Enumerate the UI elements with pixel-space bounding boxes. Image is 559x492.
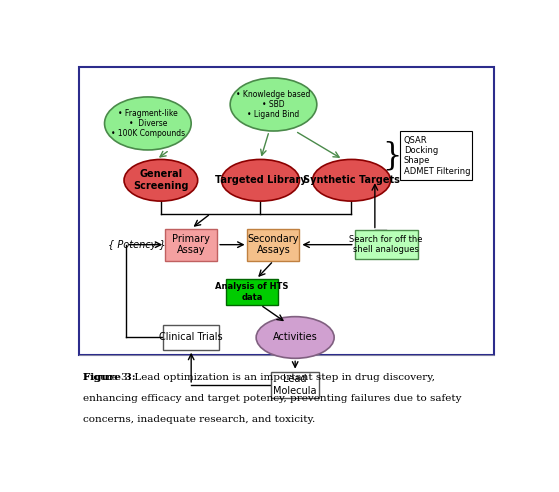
Text: • Knowledge based
• SBD
• Ligand Bind: • Knowledge based • SBD • Ligand Bind bbox=[236, 90, 311, 120]
Text: Search for off the
shell analogues: Search for off the shell analogues bbox=[349, 235, 423, 254]
Text: Lead
Molecula: Lead Molecula bbox=[273, 374, 317, 396]
Text: Secondary
Assays: Secondary Assays bbox=[248, 234, 299, 255]
Ellipse shape bbox=[256, 317, 334, 358]
Text: QSAR
Docking
Shape
ADMET Filtering: QSAR Docking Shape ADMET Filtering bbox=[404, 135, 470, 176]
Ellipse shape bbox=[124, 159, 198, 201]
Text: concerns, inadequate research, and toxicity.: concerns, inadequate research, and toxic… bbox=[83, 415, 315, 424]
Text: Clinical Trials: Clinical Trials bbox=[159, 333, 223, 342]
Text: Primary
Assay: Primary Assay bbox=[172, 234, 210, 255]
Text: General
Screening: General Screening bbox=[133, 169, 188, 191]
Text: enhancing efficacy and target potency, preventing failures due to safety: enhancing efficacy and target potency, p… bbox=[83, 394, 461, 403]
Text: Figure 3:: Figure 3: bbox=[83, 373, 135, 382]
Text: Synthetic Targets: Synthetic Targets bbox=[303, 175, 400, 185]
FancyBboxPatch shape bbox=[165, 229, 217, 261]
Text: Analysis of HTS
data: Analysis of HTS data bbox=[215, 282, 288, 302]
Ellipse shape bbox=[105, 97, 191, 150]
FancyBboxPatch shape bbox=[226, 279, 278, 305]
FancyBboxPatch shape bbox=[400, 131, 472, 180]
Text: Activities: Activities bbox=[273, 333, 318, 342]
Ellipse shape bbox=[230, 78, 317, 131]
Ellipse shape bbox=[312, 159, 390, 201]
Text: }: } bbox=[383, 140, 402, 171]
FancyBboxPatch shape bbox=[271, 371, 319, 398]
Ellipse shape bbox=[221, 159, 300, 201]
Bar bbox=[78, 66, 495, 355]
Text: { Potency }: { Potency } bbox=[108, 240, 166, 249]
FancyBboxPatch shape bbox=[248, 229, 300, 261]
Text: Targeted Library: Targeted Library bbox=[215, 175, 306, 185]
FancyBboxPatch shape bbox=[355, 230, 418, 259]
Text: Figure 3: Lead optimization is an important step in drug discovery,: Figure 3: Lead optimization is an import… bbox=[83, 373, 435, 382]
FancyBboxPatch shape bbox=[163, 325, 219, 350]
Text: • Fragment-like
•  Diverse
• 100K Compounds: • Fragment-like • Diverse • 100K Compoun… bbox=[111, 109, 185, 138]
